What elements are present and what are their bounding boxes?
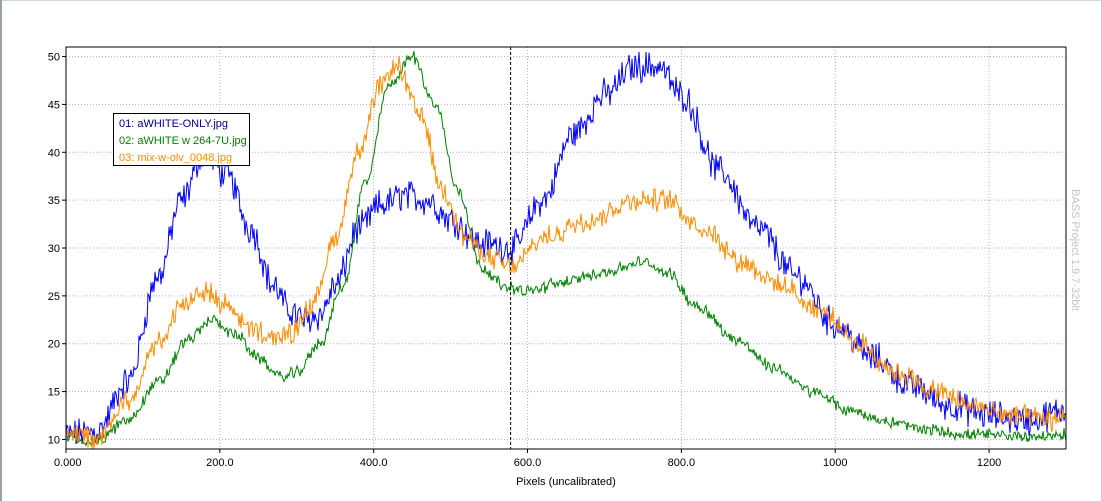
x-tick-label-4: 800.0 bbox=[668, 457, 696, 469]
y-tick-label-3: 25 bbox=[48, 291, 60, 303]
x-tick-label-0: 0.000 bbox=[54, 457, 82, 469]
window-left-border bbox=[0, 0, 2, 501]
x-axis-ticks: 0.000 200.0 400.0 600.0 800.0 1000 1200 bbox=[54, 449, 1001, 469]
y-tick-label-6: 40 bbox=[48, 147, 60, 159]
series-lines bbox=[65, 50, 1067, 450]
x-axis-label: Pixels (uncalibrated) bbox=[516, 476, 616, 488]
y-tick-label-1: 15 bbox=[48, 387, 60, 399]
legend-item-series-1: 01: aWHITE-ONLY.jpg bbox=[119, 118, 229, 130]
series-line-2 bbox=[65, 50, 1067, 448]
y-tick-label-5: 35 bbox=[48, 195, 60, 207]
series-line-3 bbox=[65, 56, 1067, 450]
x-tick-label-5: 1000 bbox=[823, 457, 847, 469]
legend[interactable]: 01: aWHITE-ONLY.jpg 02: aWHITE w 264-7U.… bbox=[113, 113, 250, 166]
x-tick-label-3: 600.0 bbox=[514, 457, 542, 469]
y-tick-label-0: 10 bbox=[48, 434, 60, 446]
series-line-1 bbox=[65, 51, 1067, 445]
window-top-border bbox=[0, 0, 1102, 1]
y-tick-label-4: 30 bbox=[48, 243, 60, 255]
watermark-text: BASS Project 1.9.7-32bit bbox=[1069, 189, 1081, 311]
x-tick-label-2: 400.0 bbox=[360, 457, 388, 469]
y-tick-label-8: 50 bbox=[48, 52, 60, 64]
x-tick-label-1: 200.0 bbox=[206, 457, 234, 469]
y-tick-label-2: 20 bbox=[48, 339, 60, 351]
grid-lines bbox=[66, 47, 1066, 449]
x-tick-label-6: 1200 bbox=[977, 457, 1001, 469]
y-tick-label-7: 45 bbox=[48, 99, 60, 111]
legend-item-series-3: 03: mix-w-olv_0048.jpg bbox=[119, 152, 233, 164]
y-axis-ticks: 10 15 20 25 30 35 40 45 50 bbox=[48, 52, 66, 446]
legend-item-series-2: 02: aWHITE w 264-7U.jpg bbox=[119, 135, 247, 147]
